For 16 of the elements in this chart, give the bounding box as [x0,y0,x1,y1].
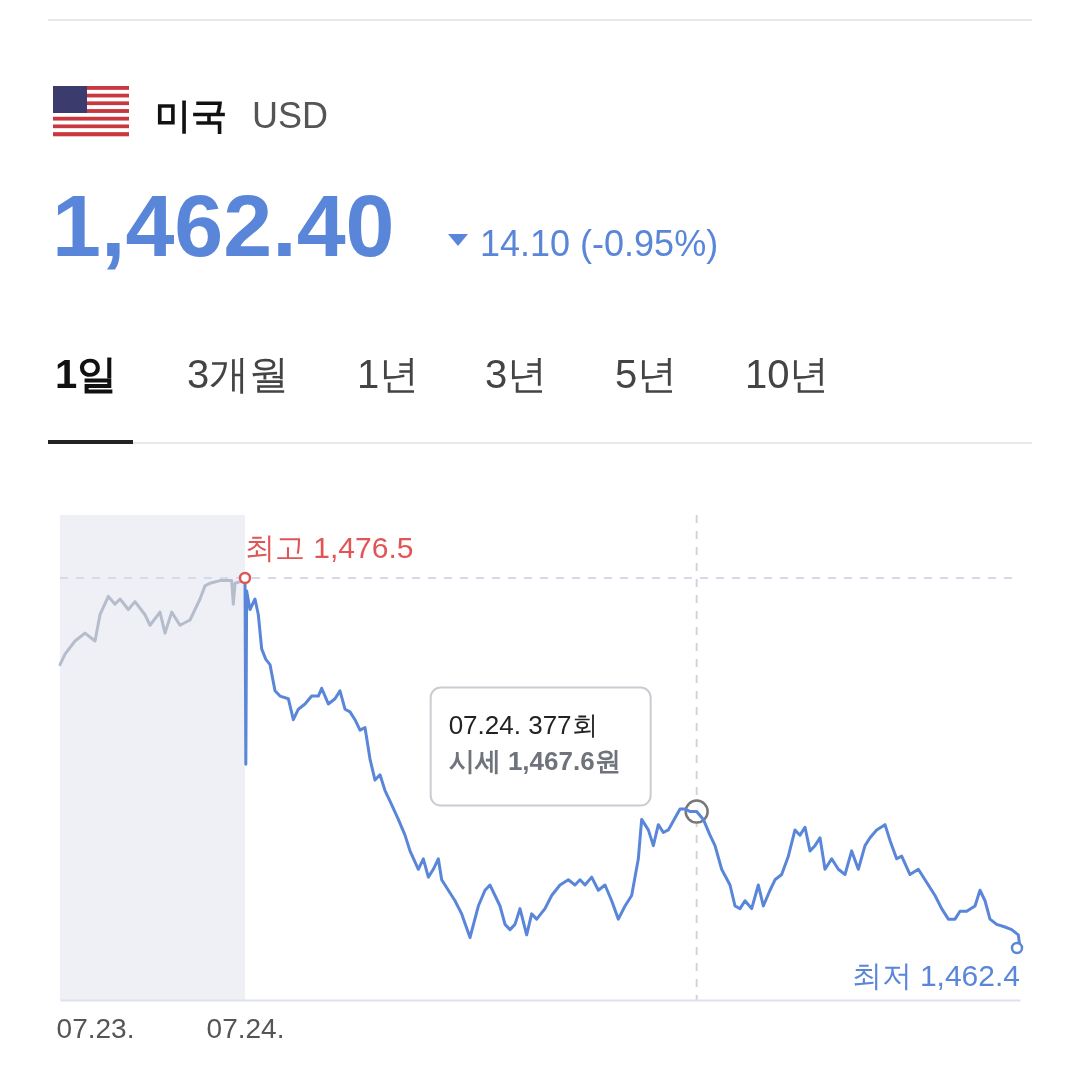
text: 14.10 (-0.95%) [480,223,719,264]
annotation: 시세 1,467.6원 [448,745,621,776]
text: 1,462.40 [52,176,395,275]
data-label: 최저 1,462.4 [851,959,1020,992]
text: 5년 [615,352,678,396]
text: 3개월 [187,352,290,396]
chart-title: 미국 [155,95,227,136]
annotation: 07.24. 377회 [448,709,598,740]
text: 3년 [485,352,548,396]
text: 1년 [357,352,420,396]
chart-subtitle: USD [252,95,329,136]
x-tick-label: 07.23. [56,1012,135,1044]
text: 10년 [745,352,830,396]
x-tick-label: 07.24. [206,1012,285,1044]
text: 1일 [55,352,118,396]
data-label: 최고 1,476.5 [245,531,414,564]
